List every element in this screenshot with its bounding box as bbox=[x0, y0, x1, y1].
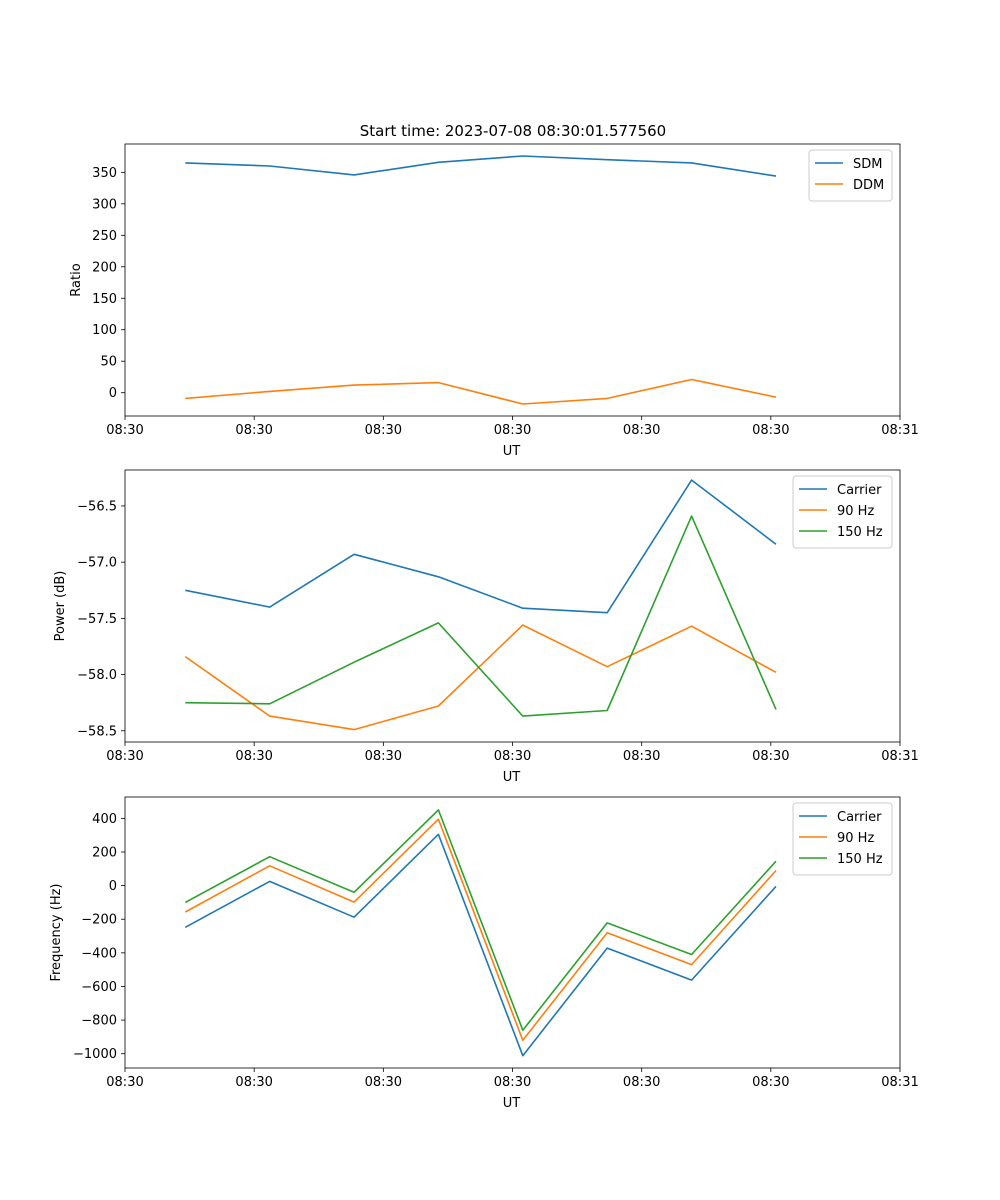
legend-label: 90 Hz bbox=[837, 504, 874, 519]
axes-frame bbox=[124, 469, 901, 743]
legend-label: DDM bbox=[853, 178, 884, 193]
series-line-sdm bbox=[185, 155, 777, 177]
series-line-150-hz bbox=[184, 809, 777, 1031]
series-line-90-hz bbox=[184, 818, 777, 1042]
subplot-2: 08:30 08:30 08:30 08:30 08:30 08:30 08:31 −58.5… bbox=[53, 469, 919, 785]
x-tick-label: 08:30 bbox=[235, 423, 272, 438]
x-tick-label: 08:30 bbox=[106, 423, 143, 438]
x-tick-label: 08:30 bbox=[623, 423, 660, 438]
legend-label: SDM bbox=[853, 157, 882, 172]
y-tick-label: −400 bbox=[81, 946, 117, 961]
y-tick-label: −200 bbox=[81, 913, 117, 928]
axes-frame bbox=[124, 143, 901, 417]
x-tick-label: 08:30 bbox=[494, 749, 531, 764]
x-tick-label: 08:30 bbox=[235, 1075, 272, 1090]
series-line-150-hz bbox=[185, 515, 777, 717]
y-axis-label: Ratio bbox=[69, 263, 84, 296]
y-tick-label: 100 bbox=[92, 323, 117, 338]
y-tick-label: −58.5 bbox=[77, 724, 117, 739]
y-tick-label: −600 bbox=[81, 980, 117, 995]
x-tick-label: 08:30 bbox=[752, 1075, 789, 1090]
x-tick-label: 08:30 bbox=[752, 749, 789, 764]
x-tick-label: 08:31 bbox=[881, 1075, 918, 1090]
x-axis-label: UT bbox=[503, 444, 521, 459]
y-tick-label: −56.5 bbox=[77, 499, 117, 514]
y-tick-label: 200 bbox=[92, 260, 117, 275]
y-tick-label: 300 bbox=[92, 197, 117, 212]
x-tick-label: 08:30 bbox=[365, 423, 402, 438]
y-tick-label: 350 bbox=[92, 166, 117, 181]
y-tick-label: 200 bbox=[92, 845, 117, 860]
y-tick-label: −1000 bbox=[73, 1047, 117, 1062]
y-tick-label: 0 bbox=[109, 879, 117, 894]
figure-title: Start time: 2023-07-08 08:30:01.577560 bbox=[360, 122, 666, 140]
x-tick-label: 08:30 bbox=[235, 749, 272, 764]
x-axis-label: UT bbox=[503, 1096, 521, 1111]
subplot-3: 08:30 08:30 08:30 08:30 08:30 08:30 08:31 −1000… bbox=[49, 796, 919, 1111]
legend-label: 150 Hz bbox=[837, 525, 883, 540]
y-tick-label: 50 bbox=[100, 355, 117, 370]
series-line-carrier bbox=[184, 833, 777, 1057]
legend-label: 150 Hz bbox=[837, 852, 883, 867]
y-tick-label: −57.5 bbox=[77, 612, 117, 627]
y-tick-label: 150 bbox=[92, 292, 117, 307]
x-tick-label: 08:31 bbox=[881, 749, 918, 764]
series-line-ddm bbox=[185, 378, 777, 405]
subplot-1: 08:30 08:30 08:30 08:30 08:30 08:30 08:31 0 50 10… bbox=[69, 143, 919, 459]
x-tick-label: 08:30 bbox=[106, 749, 143, 764]
x-tick-label: 08:30 bbox=[623, 1075, 660, 1090]
panels: 08:30 08:30 08:30 08:30 08:30 08:30 08:31 0 50 10… bbox=[49, 143, 919, 1111]
y-tick-label: 0 bbox=[109, 386, 117, 401]
y-tick-label: 250 bbox=[92, 229, 117, 244]
y-axis-label: Frequency (Hz) bbox=[49, 883, 64, 981]
y-tick-label: −57.0 bbox=[77, 556, 117, 571]
y-tick-label: −800 bbox=[81, 1014, 117, 1029]
x-tick-label: 08:30 bbox=[494, 1075, 531, 1090]
y-tick-label: 400 bbox=[92, 812, 117, 827]
x-tick-label: 08:30 bbox=[623, 749, 660, 764]
legend-label: Carrier bbox=[837, 810, 882, 825]
x-tick-label: 08:31 bbox=[881, 423, 918, 438]
y-axis-label: Power (dB) bbox=[53, 571, 68, 642]
series-line-carrier bbox=[185, 479, 777, 614]
legend-label: Carrier bbox=[837, 483, 882, 498]
x-axis-label: UT bbox=[503, 770, 521, 785]
series-line-90-hz bbox=[184, 624, 777, 731]
x-tick-label: 08:30 bbox=[365, 749, 402, 764]
legend-box bbox=[792, 802, 893, 876]
x-tick-label: 08:30 bbox=[752, 423, 789, 438]
x-tick-label: 08:30 bbox=[494, 423, 531, 438]
axes-frame bbox=[124, 796, 901, 1069]
x-tick-label: 08:30 bbox=[106, 1075, 143, 1090]
y-tick-label: −58.0 bbox=[77, 668, 117, 683]
legend-label: 90 Hz bbox=[837, 831, 874, 846]
legend-box bbox=[792, 475, 893, 549]
x-tick-label: 08:30 bbox=[365, 1075, 402, 1090]
